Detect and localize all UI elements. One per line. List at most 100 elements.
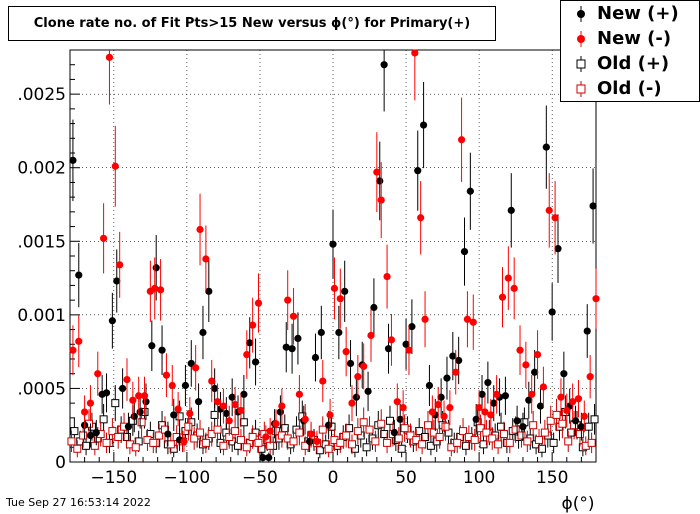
data-point xyxy=(342,348,350,356)
legend-label: Old (-) xyxy=(597,78,662,99)
data-point xyxy=(479,440,488,449)
data-point xyxy=(90,441,99,450)
data-point xyxy=(86,431,95,440)
data-point xyxy=(586,373,594,381)
data-point xyxy=(75,337,83,345)
data-point xyxy=(402,340,410,348)
x-axis-label: ϕ(°) xyxy=(562,494,595,514)
data-point xyxy=(79,431,88,440)
data-point xyxy=(325,421,333,429)
data-point xyxy=(426,441,435,450)
data-point xyxy=(130,412,138,420)
data-point xyxy=(425,381,434,390)
data-point xyxy=(67,437,76,446)
legend-label: New (-) xyxy=(597,28,672,49)
data-point xyxy=(476,424,485,433)
data-point xyxy=(301,415,309,423)
data-point xyxy=(383,273,391,281)
data-point xyxy=(342,431,351,440)
data-point xyxy=(484,378,492,387)
data-point xyxy=(210,410,219,419)
data-point xyxy=(571,417,580,425)
data-point xyxy=(262,433,270,441)
data-point xyxy=(336,295,344,303)
data-point xyxy=(105,53,114,61)
legend-marker-new-minus xyxy=(577,31,585,47)
data-point xyxy=(449,352,457,360)
legend-item-old-plus: Old (+) xyxy=(561,53,700,77)
data-point xyxy=(166,440,175,449)
data-point xyxy=(131,443,140,452)
data-point xyxy=(324,444,333,453)
data-point xyxy=(196,428,205,437)
data-point xyxy=(284,296,292,304)
data-point xyxy=(272,420,280,428)
y-tick-label: .0025 xyxy=(17,85,66,105)
chart-title: Clone rate no. of Fit Pts>15 New versus … xyxy=(8,6,496,41)
data-point xyxy=(490,399,498,407)
data-point xyxy=(536,402,545,410)
data-point xyxy=(208,377,216,385)
data-point xyxy=(116,261,124,269)
legend-marker-old-minus xyxy=(576,81,586,97)
legend-item-new-minus: New (-) xyxy=(561,28,700,52)
data-point xyxy=(525,396,533,404)
data-point xyxy=(564,437,573,446)
data-point xyxy=(149,438,158,447)
data-point xyxy=(108,427,117,436)
data-point xyxy=(580,412,588,420)
data-point xyxy=(423,421,432,430)
data-point xyxy=(412,435,421,444)
data-point xyxy=(168,381,176,390)
data-point xyxy=(111,399,120,408)
data-point xyxy=(114,432,123,441)
data-point xyxy=(82,441,91,450)
data-point xyxy=(187,359,195,368)
data-point xyxy=(394,434,403,443)
data-point xyxy=(81,408,89,416)
data-point xyxy=(236,435,245,444)
data-point xyxy=(539,383,548,391)
data-point xyxy=(557,393,565,401)
data-point xyxy=(237,406,245,415)
data-point xyxy=(196,225,204,234)
data-point xyxy=(528,390,536,398)
data-point xyxy=(136,408,144,416)
data-point xyxy=(552,410,561,419)
data-point xyxy=(211,384,219,393)
data-point xyxy=(548,308,556,316)
legend-marker-new-plus xyxy=(577,6,585,22)
data-point xyxy=(248,432,257,441)
data-point xyxy=(152,264,160,272)
data-point xyxy=(472,415,480,423)
data-point xyxy=(373,168,381,176)
data-point xyxy=(540,428,549,437)
data-point xyxy=(307,430,315,438)
data-point xyxy=(501,392,510,400)
data-point xyxy=(181,381,190,390)
data-point xyxy=(387,336,396,344)
data-point xyxy=(265,453,273,462)
data-point xyxy=(359,418,368,427)
data-point xyxy=(399,403,407,412)
data-point xyxy=(69,346,77,354)
data-point xyxy=(545,206,553,214)
y-tick-label: 0.002 xyxy=(17,159,66,179)
data-point xyxy=(469,318,477,326)
data-point xyxy=(452,368,460,376)
data-point xyxy=(487,411,495,419)
data-point xyxy=(186,409,194,418)
data-point xyxy=(498,293,507,301)
data-point xyxy=(443,374,451,382)
data-point xyxy=(319,377,327,385)
data-point xyxy=(102,438,111,447)
data-point xyxy=(551,214,559,222)
data-point xyxy=(523,437,532,446)
x-tick-label: 50 xyxy=(395,468,417,488)
data-point xyxy=(493,390,501,398)
data-point xyxy=(113,277,121,285)
data-point xyxy=(549,438,558,447)
data-point xyxy=(254,299,263,307)
data-point xyxy=(164,430,172,438)
data-point xyxy=(231,427,240,436)
